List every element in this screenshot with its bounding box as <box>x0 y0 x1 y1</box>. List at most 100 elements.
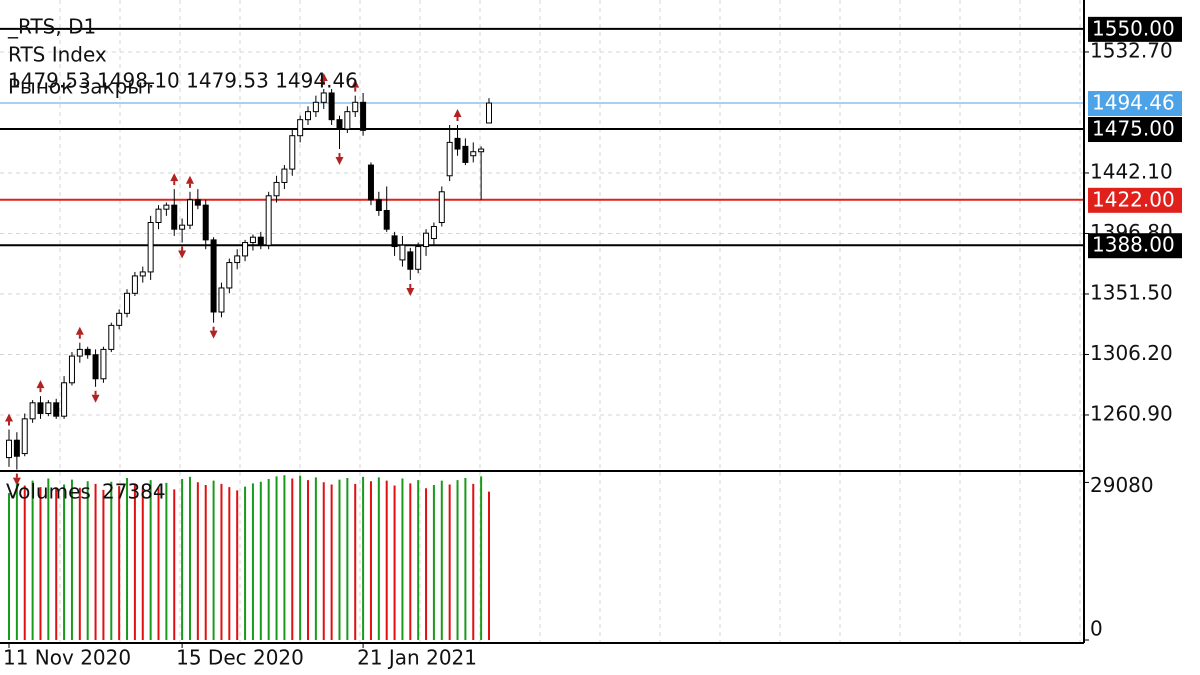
candle-body <box>470 151 477 157</box>
candle-body <box>171 204 178 230</box>
fractal-arrow <box>170 173 179 182</box>
candle-body <box>179 224 186 230</box>
fractal-up <box>36 380 45 393</box>
vertical-grid <box>59 0 1081 643</box>
candle-body <box>6 439 12 459</box>
candle-body <box>438 191 445 224</box>
fractal-up <box>5 413 13 426</box>
fractal-down <box>91 390 100 403</box>
y-tick-label: 1442.10 <box>1090 159 1173 183</box>
fractal-arrow <box>319 72 328 81</box>
fractal-up <box>351 79 360 92</box>
fractal-arrow <box>36 380 45 389</box>
volume-tick-label: 29080 <box>1090 473 1154 497</box>
candle-body <box>352 101 359 113</box>
fractal-down <box>12 473 21 486</box>
candle-body <box>407 251 414 270</box>
fractal-arrow <box>209 330 218 339</box>
candle-body <box>53 402 60 417</box>
fractal-arrow <box>185 175 194 184</box>
candle-body <box>37 402 44 415</box>
candle-body <box>202 204 209 241</box>
candle-body <box>155 208 162 224</box>
x-tick-label: 15 Dec 2020 <box>176 646 304 670</box>
candle-body <box>336 119 343 130</box>
y-tick-label: 1351.50 <box>1090 280 1173 304</box>
fractal-arrow <box>12 477 21 486</box>
volume-name: Volumes <box>6 480 91 504</box>
candle-body <box>249 236 256 244</box>
candle-body <box>297 119 304 137</box>
candle-body <box>344 111 351 130</box>
fractal-arrow <box>406 287 415 296</box>
candle-body <box>116 312 123 326</box>
candle-body <box>139 271 146 277</box>
candle-body <box>92 354 99 380</box>
candle-body <box>328 92 335 121</box>
level-box <box>1088 117 1182 143</box>
candle-body <box>226 262 233 289</box>
candle-body <box>210 239 217 313</box>
fractal-up <box>185 175 194 188</box>
level-label: 1422.00 <box>1092 187 1175 211</box>
symbol: _RTS, D1 <box>7 15 96 39</box>
level-box <box>1088 233 1182 259</box>
candle-body <box>147 222 154 273</box>
candle-body <box>61 382 68 417</box>
fractal-up <box>75 326 84 339</box>
candle-body <box>289 135 296 170</box>
fractal-down <box>178 246 187 259</box>
candle-body <box>423 232 430 248</box>
x-tick-label: 11 Nov 2020 <box>3 646 131 670</box>
level-box <box>1088 91 1182 117</box>
fractal-up <box>319 72 328 85</box>
candle-body <box>486 102 492 124</box>
candle-body <box>45 402 52 415</box>
candle-body <box>234 255 241 264</box>
candle-body <box>478 148 485 153</box>
fractal-arrow <box>5 413 13 422</box>
candle-body <box>281 168 288 183</box>
candle-body <box>454 137 461 150</box>
instrument: RTS Index <box>8 43 107 67</box>
candle-body <box>13 439 20 457</box>
y-tick-label: 1260.90 <box>1090 401 1173 425</box>
fractal-down <box>335 153 344 166</box>
candle-body <box>360 101 367 131</box>
fractal-up <box>170 173 179 186</box>
candle-body <box>108 324 115 350</box>
candle-body <box>68 355 75 384</box>
candle-body <box>446 141 453 177</box>
candle-body <box>383 209 390 230</box>
fractal-down <box>209 326 218 339</box>
level-label: 1388.00 <box>1092 233 1175 257</box>
candle-body <box>21 418 28 455</box>
fractal-arrow <box>75 326 84 335</box>
candle-body <box>100 348 107 380</box>
candle-body <box>124 292 131 314</box>
candle-body <box>84 348 91 356</box>
fractal-arrow <box>178 250 187 259</box>
fractal-arrow <box>91 394 100 403</box>
candle-body <box>273 181 280 197</box>
candle-body <box>367 164 374 201</box>
candle-body <box>305 111 312 121</box>
fractal-up <box>453 109 462 122</box>
level-label: 1475.00 <box>1092 117 1175 141</box>
fractal-arrow <box>335 157 344 166</box>
candle-body <box>218 287 225 313</box>
candle-body <box>131 275 138 294</box>
fractal-arrow <box>453 109 462 118</box>
overlay: _RTS, D1 RTS Index 1479.53 1498.10 1479.… <box>6 15 1182 504</box>
plot: 1532.701442.101396.801351.501306.201260.… <box>0 27 1173 670</box>
candle-body <box>265 195 272 246</box>
level-label: 1550.00 <box>1092 16 1175 40</box>
market-status: Рынок закрыт <box>8 75 155 99</box>
x-tick-label: 21 Jan 2021 <box>357 646 477 670</box>
candle-body <box>163 204 170 210</box>
volume-value: 27384 <box>102 480 166 504</box>
candle-body <box>462 145 469 163</box>
candle-body <box>186 199 193 226</box>
fractal-down <box>406 283 415 296</box>
